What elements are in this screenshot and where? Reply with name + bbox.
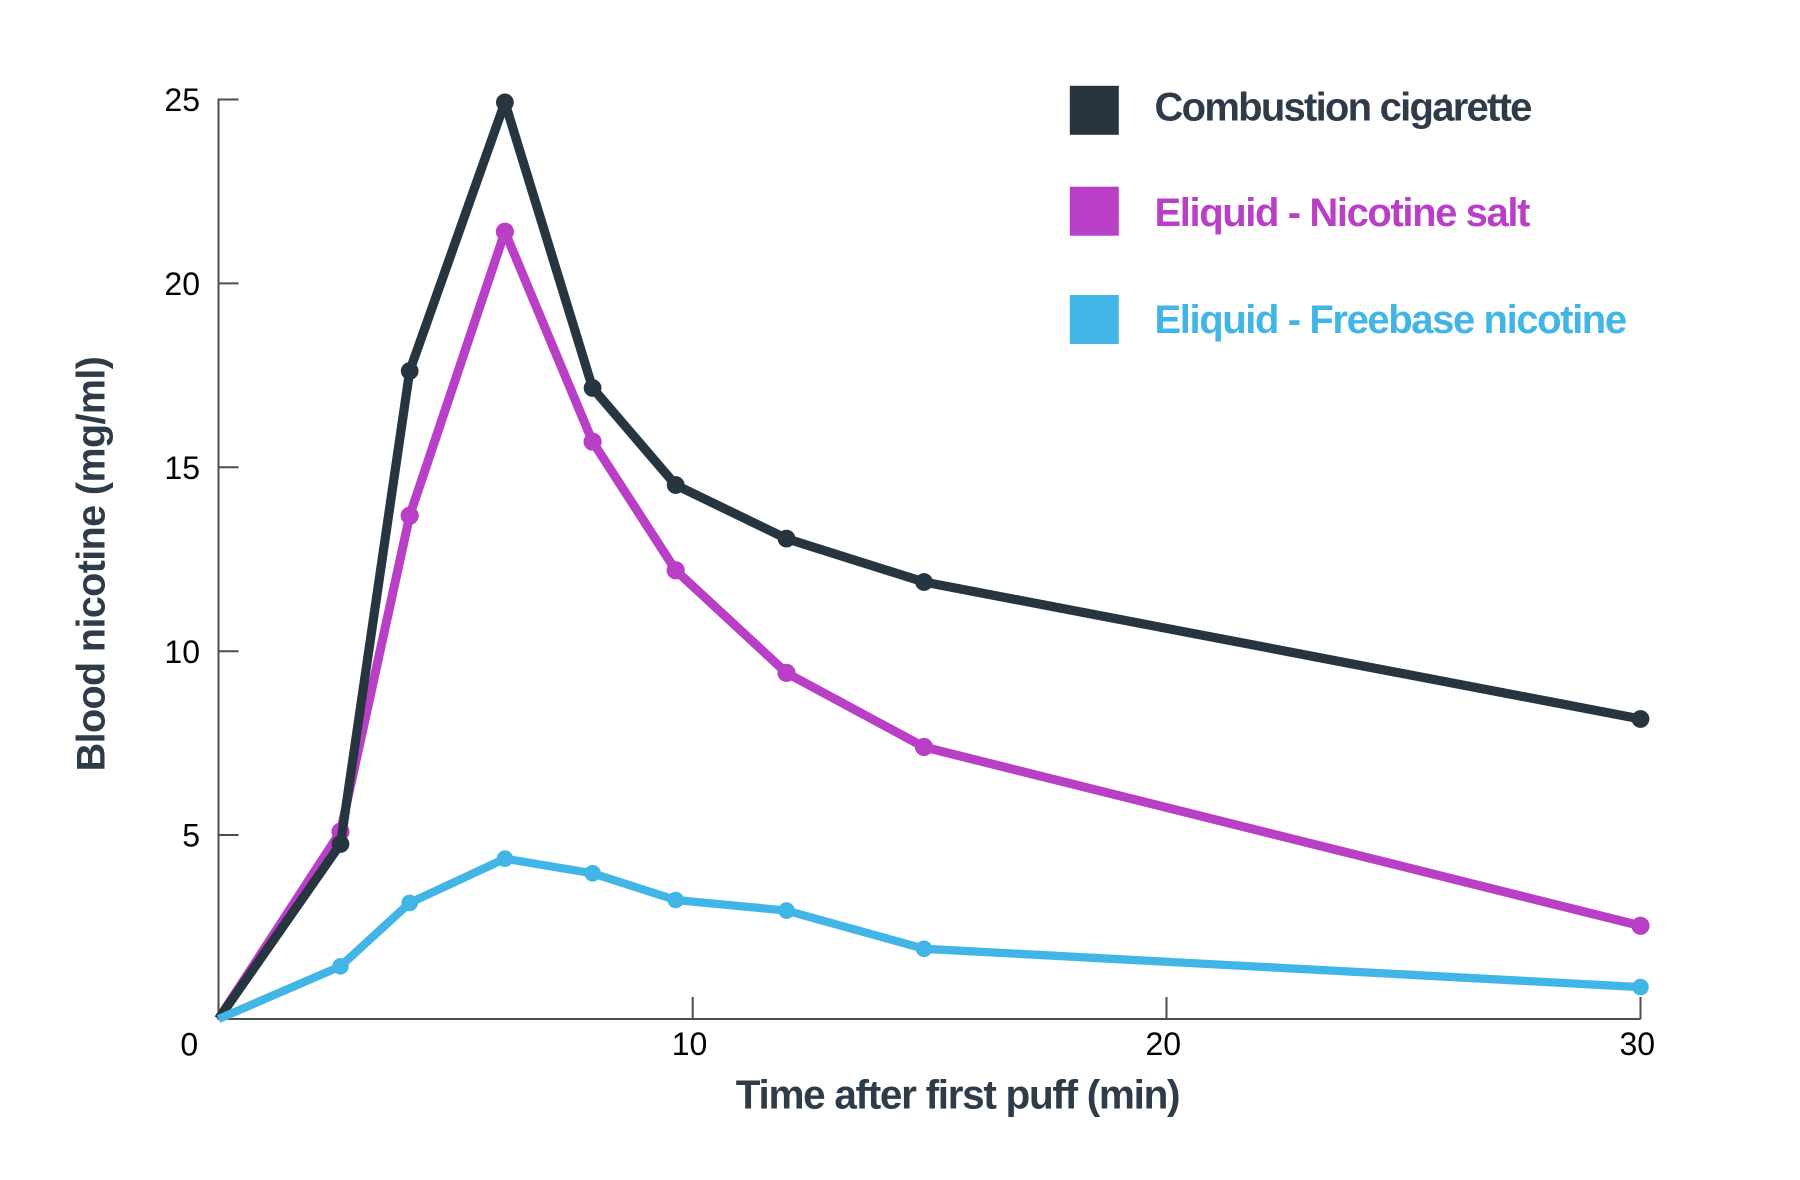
svg-text:10: 10 <box>672 1026 708 1062</box>
svg-text:Eliquid - Nicotine salt: Eliquid - Nicotine salt <box>1155 191 1531 235</box>
svg-text:Blood nicotine (mg/ml): Blood nicotine (mg/ml) <box>70 357 114 772</box>
svg-text:5: 5 <box>182 818 200 854</box>
svg-text:20: 20 <box>164 266 200 302</box>
svg-text:10: 10 <box>164 634 200 670</box>
svg-text:20: 20 <box>1146 1026 1182 1062</box>
svg-text:Combustion cigarette: Combustion cigarette <box>1155 85 1532 129</box>
svg-text:0: 0 <box>180 1027 198 1063</box>
svg-text:Eliquid - Freebase nicotine: Eliquid - Freebase nicotine <box>1155 298 1626 342</box>
svg-text:Time after first puff (min): Time after first puff (min) <box>736 1071 1179 1117</box>
svg-text:25: 25 <box>164 82 200 118</box>
svg-text:30: 30 <box>1620 1026 1656 1062</box>
svg-text:15: 15 <box>164 450 200 486</box>
